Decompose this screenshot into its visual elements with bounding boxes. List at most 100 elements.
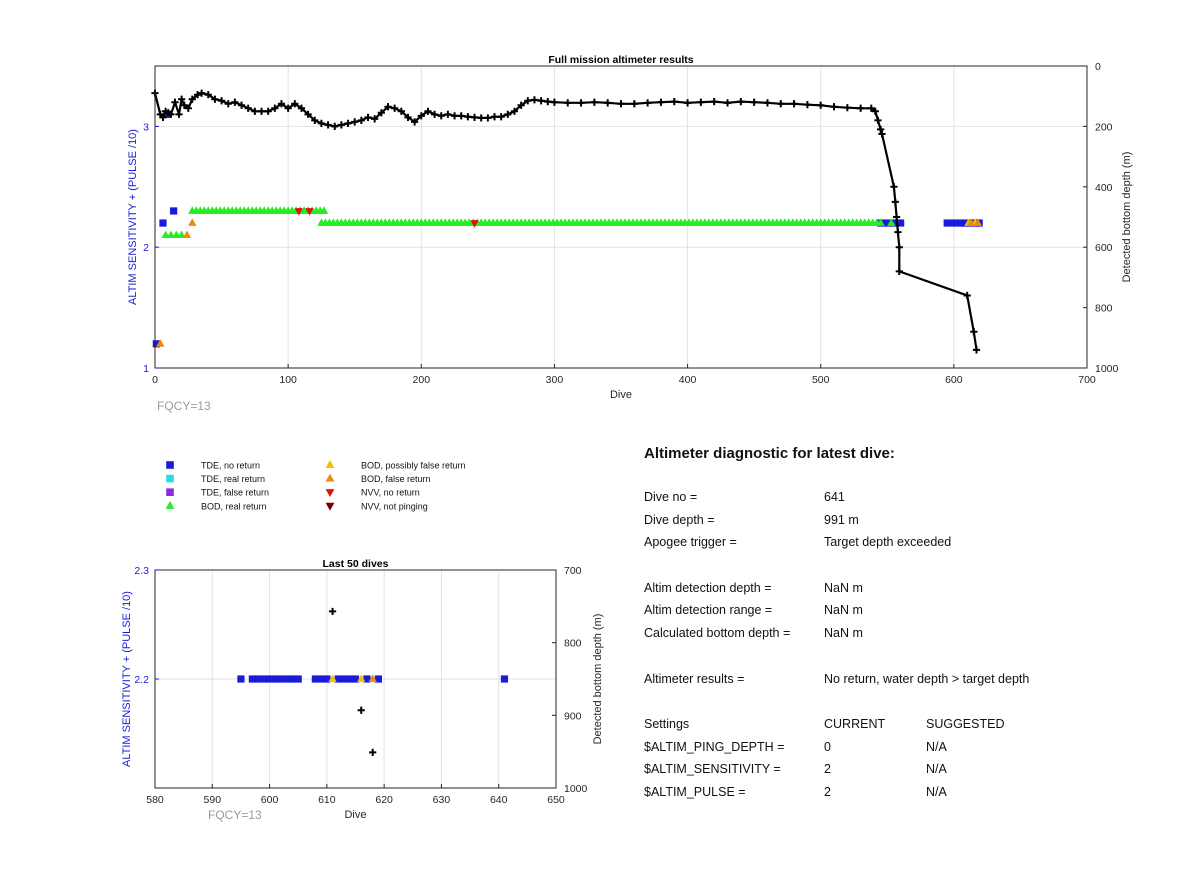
bottom-depth-point [803, 101, 811, 109]
x-axis-label: Dive [344, 809, 366, 821]
bottom-depth-point [184, 104, 192, 112]
data-point [351, 675, 360, 683]
bottom-depth-point [817, 101, 825, 109]
dive-no-row: Dive no = 641 [644, 490, 1164, 513]
pulse-suggested: N/A [926, 784, 947, 799]
bottom-depth-point [510, 107, 519, 115]
data-point [328, 674, 337, 682]
bottom-depth-point [331, 122, 339, 130]
bottom-depth-point [972, 346, 981, 354]
bottom-depth-point [843, 104, 851, 112]
bottom-depth-point [564, 99, 572, 107]
bottom-depth-point [194, 91, 202, 99]
settings-header-row: Settings CURRENT SUGGESTED [644, 717, 1164, 740]
x-axis-label: Dive [610, 389, 632, 401]
bottom-depth-point [878, 130, 886, 138]
x-tick-label: 580 [146, 794, 164, 806]
bottom-depth-point [504, 110, 512, 118]
data-point [967, 218, 976, 226]
ping-depth-suggested: N/A [926, 739, 947, 754]
bottom-depth-point [167, 110, 175, 118]
last-50-dives-chart: 580 590 600 610 620 630 640 650 2.2 2.3 700 800 900 1… [121, 558, 604, 822]
apogee-row: Apogee trigger = Target depth exceeded [644, 535, 1164, 558]
bottom-depth-point [257, 107, 266, 115]
bottom-depth-point [890, 183, 898, 191]
detection-depth-value: NaN m [824, 580, 863, 595]
legend-marker [325, 473, 335, 482]
bottom-depth-point [357, 116, 365, 124]
bottom-depth-point [357, 706, 365, 714]
bottom-depth-point [384, 103, 392, 111]
y-tick-label: 1 [143, 363, 149, 375]
data-point [288, 675, 297, 683]
y-right-tick-label: 900 [564, 710, 582, 722]
dive-depth-label: Dive depth = [644, 512, 715, 527]
bottom-depth-point [180, 101, 188, 109]
data-point [956, 219, 965, 227]
data-point [311, 675, 319, 683]
bottom-depth-point [344, 119, 352, 127]
legend: TDE, no return TDE, real return TDE, false… [165, 460, 466, 511]
data-point [357, 674, 366, 682]
calculated-bottom-row: Calculated bottom depth = NaN m [644, 626, 1164, 649]
data-point [374, 675, 383, 683]
data-point [277, 675, 285, 683]
bottom-depth-point [251, 107, 259, 115]
bottom-depth-point [871, 107, 879, 115]
data-point [159, 219, 167, 227]
bottom-depth-point [444, 110, 452, 118]
bottom-depth-point [604, 99, 612, 107]
sensitivity-suggested: N/A [926, 762, 947, 777]
full-mission-chart: 0 100 200 300 400 500 600 700 1 2 3 0 200 400 600 800 10… [127, 54, 1133, 413]
detection-range-row: Altim detection range = NaN m [644, 603, 1164, 626]
bottom-depth-point [477, 114, 485, 122]
x-tick-label: 100 [279, 374, 297, 386]
bottom-depth-point [737, 98, 745, 106]
ping-depth-label: $ALTIM_PING_DEPTH = [644, 739, 785, 754]
bottom-depth-point [830, 103, 838, 111]
y-right-tick-label: 800 [564, 638, 582, 650]
y-right-tick-label: 1000 [1095, 363, 1119, 375]
fqcy-note: FQCY=13 [157, 399, 211, 413]
legend-marker [325, 460, 335, 469]
data-point [323, 675, 331, 683]
data-point [346, 675, 354, 683]
bottom-depth-point [777, 100, 785, 108]
bottom-depth-point [264, 107, 272, 115]
bottom-depth-point [217, 97, 226, 105]
plot-frame [154, 65, 1088, 369]
bottom-depth-point [524, 97, 532, 105]
bottom-depth-point [188, 95, 196, 103]
apogee-label: Apogee trigger = [644, 535, 737, 550]
results-value: No return, water depth > target depth [824, 671, 1030, 686]
bottom-depth-point [178, 95, 186, 103]
bottom-depth-point [497, 113, 505, 121]
bottom-depth-point [657, 98, 665, 106]
x-tick-label: 590 [204, 794, 222, 806]
bottom-depth-point [284, 104, 292, 112]
bottom-depth-point [351, 118, 359, 126]
data-point [283, 675, 291, 683]
bottom-depth-point [617, 100, 625, 108]
suggested-header: SUGGESTED [926, 717, 1005, 732]
altimeter-diagnostic-panel: Altimeter diagnostic for latest dive: Di… [644, 445, 1164, 808]
data-point [170, 207, 178, 215]
sensitivity-label: $ALTIM_SENSITIVITY = [644, 762, 781, 777]
x-tick-label: 400 [679, 374, 697, 386]
bottom-depth-point [877, 125, 885, 134]
data-point [319, 206, 329, 214]
bottom-depth-point [291, 100, 299, 108]
data-point [500, 675, 509, 683]
data-point [340, 675, 348, 683]
legend-marker [166, 488, 174, 496]
x-tick-label: 620 [375, 794, 393, 806]
data-point [368, 674, 377, 682]
legend-marker [325, 489, 335, 498]
bottom-depth-point [644, 99, 652, 107]
bottom-depth-point [590, 98, 598, 106]
legend-marker [166, 461, 174, 469]
data-point [470, 220, 479, 228]
bottom-depth-point [204, 91, 212, 99]
bottom-depth-point [895, 267, 903, 275]
y-axis-label: ALTIM SENSITIVITY + (PULSE /10) [121, 591, 133, 767]
